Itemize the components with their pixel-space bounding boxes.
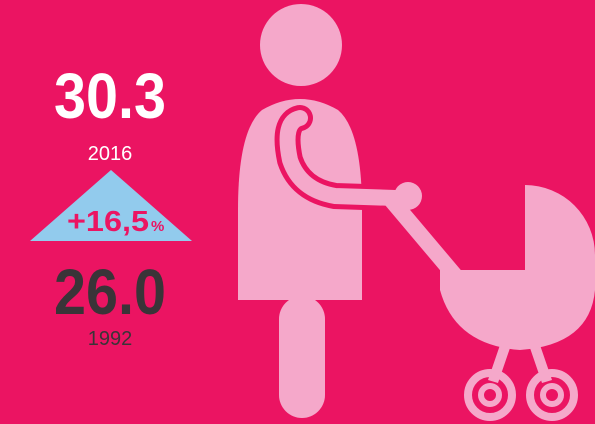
change-value: +16,5 <box>67 206 149 238</box>
change-unit: % <box>151 218 164 235</box>
previous-year: 1992 <box>88 328 133 350</box>
current-value: 30.3 <box>54 60 166 132</box>
page: {"current": {"value": "30.3", "year": "2… <box>0 0 595 424</box>
previous-value: 26.0 <box>54 256 166 328</box>
infographic: 30.3 2016 +16,5 % 26.0 1992 <box>0 0 595 424</box>
head <box>260 4 342 86</box>
current-year: 2016 <box>88 143 133 165</box>
leg <box>279 296 325 418</box>
